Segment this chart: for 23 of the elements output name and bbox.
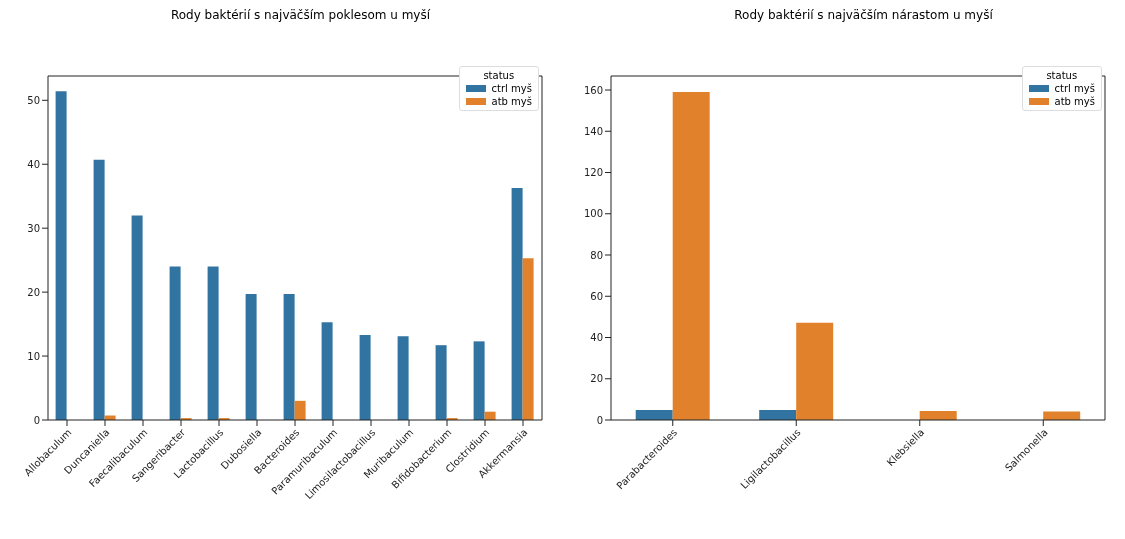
legend-label: ctrl myš (1054, 83, 1095, 94)
y-tick-label: 10 (27, 350, 40, 362)
y-tick-label: 30 (27, 222, 40, 234)
y-tick-label: 80 (590, 249, 603, 261)
y-tick-label: 160 (583, 84, 603, 96)
legend-label: atb myš (491, 96, 532, 107)
chart-title: Rody baktérií s najväčším nárastom u myší (733, 8, 994, 24)
y-tick-label: 40 (590, 332, 603, 344)
y-tick-label: 0 (33, 414, 40, 426)
legend-label: ctrl myš (491, 83, 532, 94)
y-tick-label: 20 (27, 286, 40, 298)
chart-title: Rody baktérií s najväčším poklesom u myší (169, 8, 432, 24)
y-tick-label: 20 (590, 373, 603, 385)
y-tick-label: 140 (583, 125, 603, 137)
legend-title: status (1045, 70, 1079, 81)
y-tick-label: 40 (27, 158, 40, 170)
legend-label: atb myš (1054, 96, 1095, 107)
y-tick-label: 120 (583, 167, 603, 179)
y-tick-label: 100 (583, 208, 603, 220)
y-tick-label: 60 (590, 290, 603, 302)
y-tick-label: 50 (27, 94, 40, 106)
y-tick-label: 0 (596, 414, 603, 426)
legend-title: status (482, 70, 516, 81)
